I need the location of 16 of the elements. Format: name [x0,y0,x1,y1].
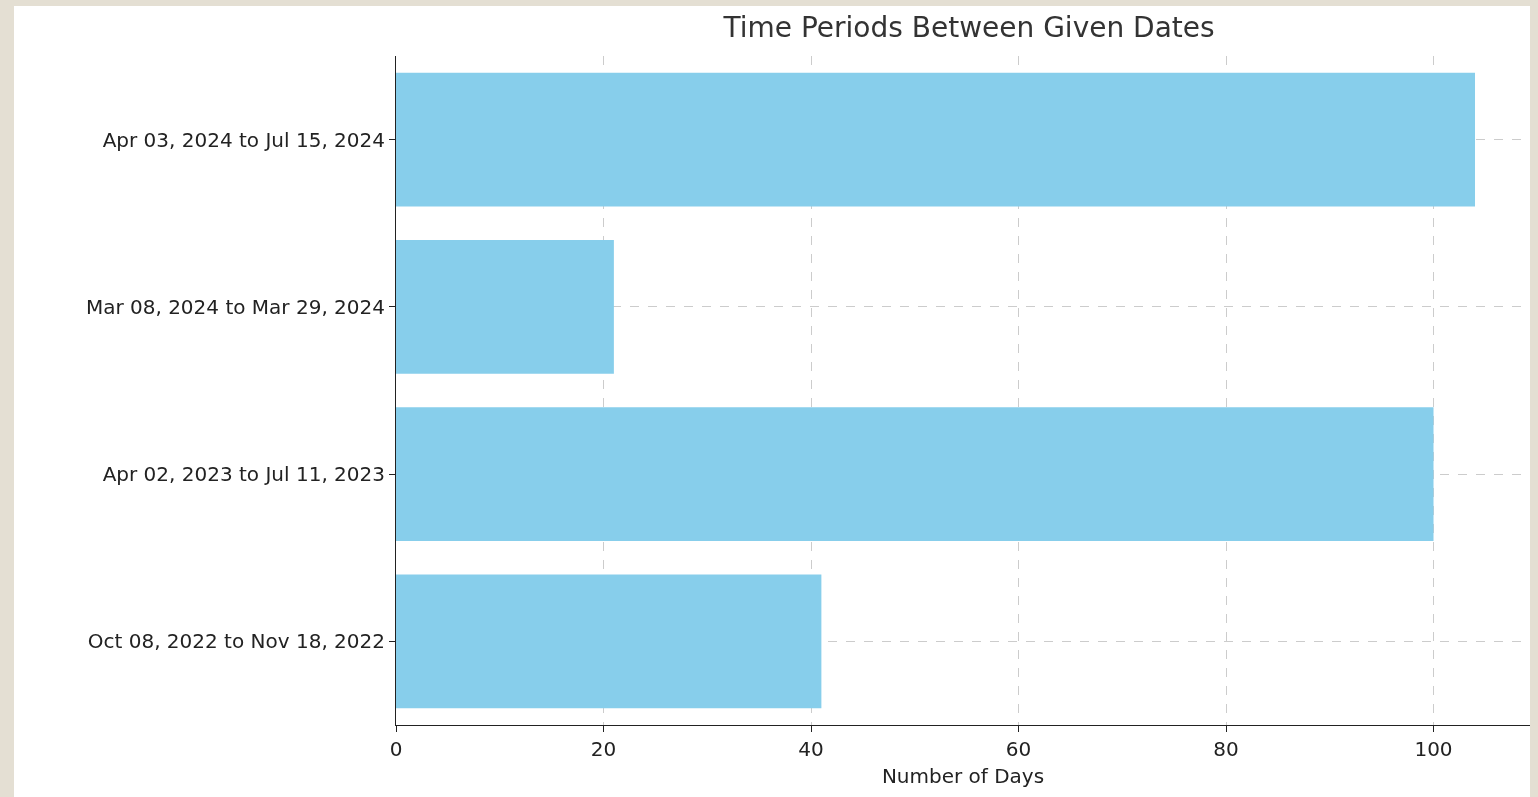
y-tick-label: Apr 02, 2023 to Jul 11, 2023 [102,462,385,487]
x-tick-label: 80 [1213,737,1239,761]
x-tick-label: 100 [1414,737,1453,761]
bar [396,407,1434,542]
x-tick-label: 40 [798,737,824,761]
bar [396,239,614,374]
x-tick-label: 60 [1005,737,1032,761]
y-tick-label: Mar 08, 2024 to Mar 29, 2024 [85,294,385,319]
y-tick-label: Apr 03, 2024 to Jul 15, 2024 [102,127,385,152]
x-tick-label: 0 [389,737,403,761]
x-tick-label: 20 [590,737,617,761]
bar [396,72,1476,207]
x-axis-title: Number of Days [881,763,1045,788]
chart-title: Time Periods Between Given Dates [722,11,1215,45]
bar [396,574,822,709]
y-tick-label: Oct 08, 2022 to Nov 18, 2022 [87,629,385,654]
